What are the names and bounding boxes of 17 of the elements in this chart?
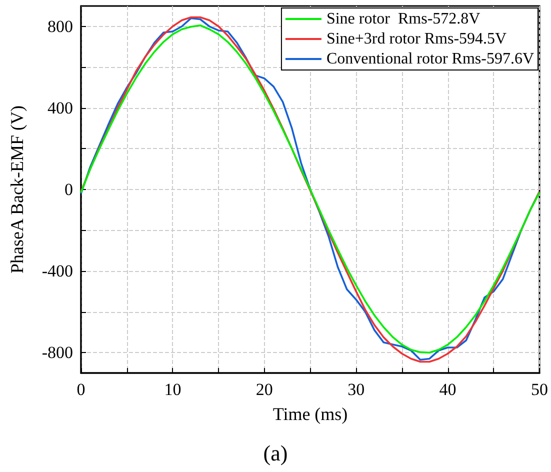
legend-label: Conventional rotor Rms-597.6V: [326, 50, 534, 68]
x-tick-label: 10: [164, 380, 182, 399]
y-tick-label: 0: [64, 180, 73, 199]
y-tick-label: -400: [42, 262, 73, 281]
y-tick-label: -800: [42, 343, 73, 362]
legend-label: Sine+3rd rotor Rms-594.5V: [326, 30, 508, 48]
x-axis-title: Time (ms): [272, 404, 348, 424]
y-axis-title: PhaseA Back-EMF (V): [7, 106, 27, 274]
x-tick-label: 20: [256, 380, 273, 399]
y-tick-label: 400: [48, 98, 73, 118]
text: (a): [263, 440, 288, 466]
x-tick-label: 0: [76, 380, 86, 399]
x-tick-label: 50: [531, 380, 548, 399]
legend-label: Sine rotor Rms-572.8V: [326, 10, 481, 28]
x-tick-label: 30: [348, 380, 365, 399]
y-tick-label: 800: [48, 16, 73, 36]
x-tick-label: 40: [439, 380, 456, 399]
